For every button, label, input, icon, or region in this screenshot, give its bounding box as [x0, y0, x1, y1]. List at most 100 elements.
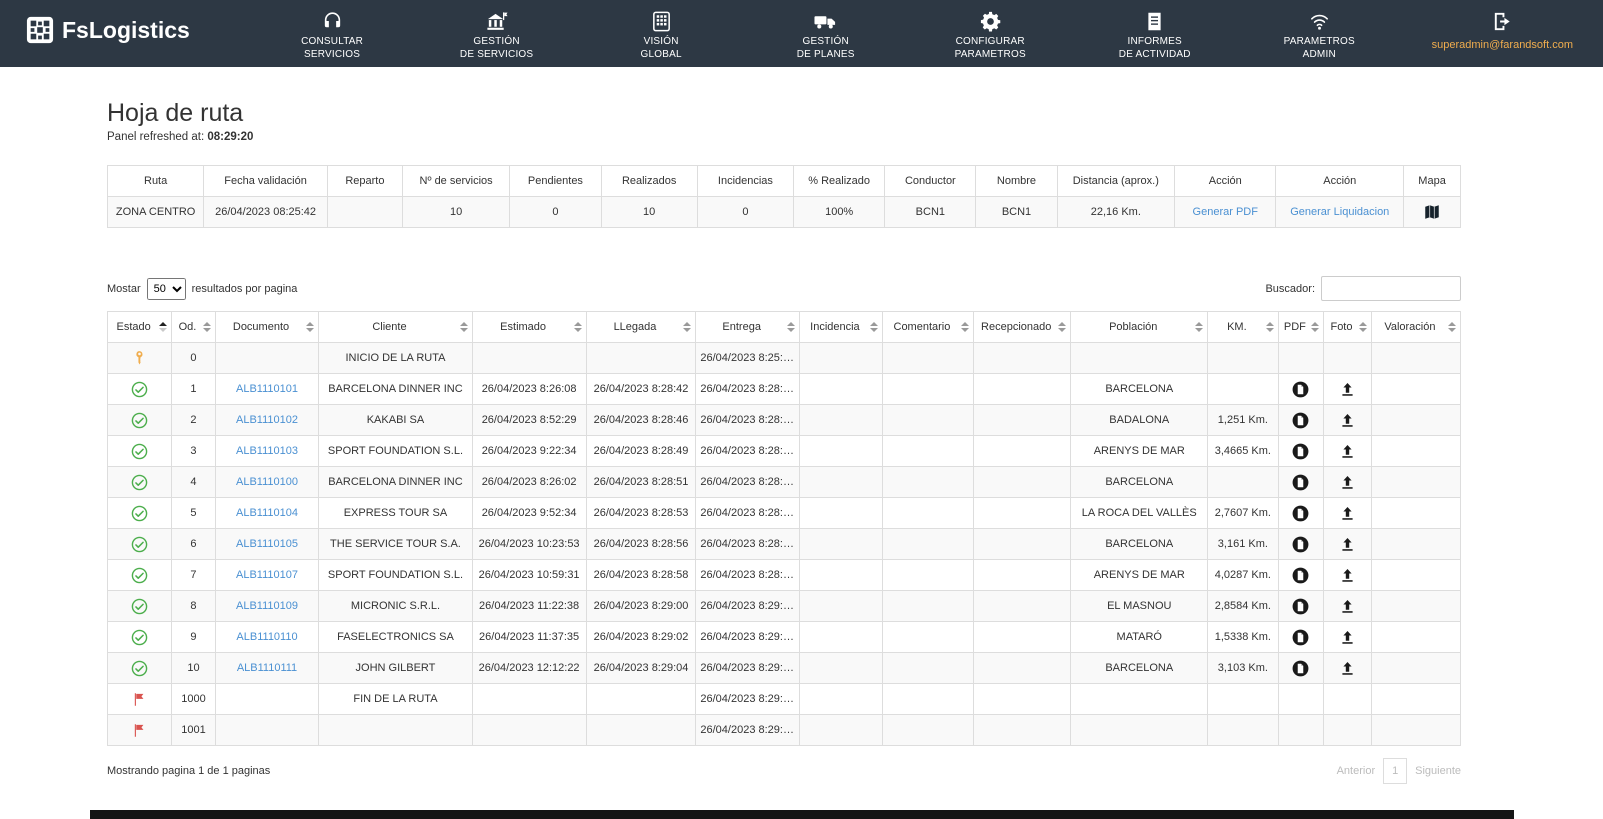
- documento-link[interactable]: ALB1110110: [236, 631, 298, 643]
- nav-item-informes-de-actividad[interactable]: INFORMES DE ACTIVIDAD: [1109, 8, 1201, 61]
- page-size-select[interactable]: 50: [146, 277, 186, 300]
- pdf-icon[interactable]: [1291, 380, 1310, 399]
- summary-header-conductor-8: Conductor: [884, 165, 977, 197]
- cell-comentario: [881, 497, 975, 529]
- documento-link[interactable]: ALB1110111: [236, 662, 298, 674]
- cell-cliente: EXPRESS TOUR SA: [318, 497, 473, 529]
- route-row-5: 5 ALB1110104 EXPRESS TOUR SA 26/04/2023 9:5…: [106, 497, 1462, 529]
- nav-item-vision-global[interactable]: VISIÓN GLOBAL: [615, 8, 707, 61]
- pdf-icon[interactable]: [1291, 597, 1310, 616]
- summary-header-reparto-2: Reparto: [326, 165, 403, 197]
- pdf-icon[interactable]: [1291, 411, 1310, 430]
- summary-cell-ruta: ZONA CENTRO: [106, 196, 205, 228]
- pdf-icon[interactable]: [1291, 504, 1310, 523]
- cell-estimado: 26/04/2023 8:52:29: [471, 404, 587, 436]
- cell-valoracion: [1370, 435, 1462, 467]
- column-header-cliente[interactable]: Cliente: [318, 311, 473, 343]
- cell-valoracion: [1370, 342, 1462, 374]
- sort-caret-icon: [1311, 322, 1320, 332]
- route-row-8: 8 ALB1110109 MICRONIC S.R.L. 26/04/2023 11:…: [106, 590, 1462, 622]
- generar-liquidacion-link[interactable]: Generar Liquidacion: [1290, 206, 1390, 218]
- documento-link[interactable]: ALB1110101: [236, 383, 298, 395]
- route-row-6: 6 ALB1110105 THE SERVICE TOUR S.A. 26/04/20…: [106, 528, 1462, 560]
- upload-icon[interactable]: [1339, 660, 1356, 677]
- pagination-next[interactable]: Siguiente: [1415, 765, 1461, 777]
- cell-cliente: FIN DE LA RUTA: [318, 683, 473, 715]
- nav-item-consultar-servicios[interactable]: CONSULTAR SERVICIOS: [286, 8, 378, 61]
- pdf-icon[interactable]: [1291, 535, 1310, 554]
- cell-pdf: [1277, 652, 1325, 684]
- pdf-icon[interactable]: [1291, 566, 1310, 585]
- cell-cliente: THE SERVICE TOUR S.A.: [318, 528, 473, 560]
- cell-llegada: 26/04/2023 8:28:42: [585, 373, 697, 405]
- column-header-foto[interactable]: Foto: [1323, 311, 1372, 343]
- cell-valoracion: [1370, 497, 1462, 529]
- pdf-icon[interactable]: [1291, 473, 1310, 492]
- sort-caret-icon: [683, 322, 692, 332]
- logout-icon[interactable]: [1491, 10, 1514, 33]
- documento-link[interactable]: ALB1110100: [236, 476, 298, 488]
- documento-link[interactable]: ALB1110104: [236, 507, 298, 519]
- page-title: Hoja de ruta: [107, 99, 244, 127]
- upload-icon[interactable]: [1339, 598, 1356, 615]
- column-header-incidencia[interactable]: Incidencia: [798, 311, 883, 343]
- upload-icon[interactable]: [1339, 474, 1356, 491]
- upload-icon[interactable]: [1339, 381, 1356, 398]
- column-header-recepcionado[interactable]: Recepcionado: [973, 311, 1072, 343]
- column-header-entrega[interactable]: Entrega: [695, 311, 800, 343]
- pdf-icon[interactable]: [1291, 659, 1310, 678]
- user-email[interactable]: superadmin@farandsoft.com: [1431, 39, 1573, 51]
- pagination-prev[interactable]: Anterior: [1336, 765, 1376, 777]
- nav-item-parametros-admin[interactable]: PARAMETROS ADMIN: [1273, 8, 1365, 61]
- documento-link[interactable]: ALB1110107: [236, 569, 298, 581]
- column-header-valoracion[interactable]: Valoración: [1370, 311, 1462, 343]
- cell-estimado: [471, 714, 587, 746]
- upload-icon[interactable]: [1339, 629, 1356, 646]
- upload-icon[interactable]: [1339, 567, 1356, 584]
- cell-foto: [1323, 714, 1372, 746]
- map-icon[interactable]: [1423, 203, 1441, 221]
- column-header-poblacion[interactable]: Población: [1070, 311, 1209, 343]
- generar-pdf-link[interactable]: Generar PDF: [1192, 206, 1258, 218]
- nav-item-configurar-parametros[interactable]: CONFIGURAR PARAMETROS: [944, 8, 1036, 61]
- cell-estado: [106, 714, 173, 746]
- cell-comentario: [881, 342, 975, 374]
- cell-pdf: [1277, 528, 1325, 560]
- documento-link[interactable]: ALB1110109: [236, 600, 298, 612]
- column-header-comentario[interactable]: Comentario: [881, 311, 975, 343]
- cell-comentario: [881, 373, 975, 405]
- pdf-icon[interactable]: [1291, 628, 1310, 647]
- cell-documento: ALB1110101: [214, 373, 320, 405]
- documento-link[interactable]: ALB1110105: [236, 538, 298, 550]
- column-header-documento[interactable]: Documento: [214, 311, 320, 343]
- cell-km: 4,0287 Km.: [1207, 559, 1279, 591]
- column-header-od[interactable]: Od.: [171, 311, 216, 343]
- column-header-llegada[interactable]: LLegada: [585, 311, 697, 343]
- column-header-km[interactable]: KM.: [1207, 311, 1279, 343]
- cell-documento: ALB1110102: [214, 404, 320, 436]
- cell-llegada: 26/04/2023 8:29:04: [585, 652, 697, 684]
- column-header-estado[interactable]: Estado: [106, 311, 173, 343]
- pdf-icon[interactable]: [1291, 442, 1310, 461]
- cell-estimado: 26/04/2023 10:23:53: [471, 528, 587, 560]
- column-header-estimado[interactable]: Estimado: [471, 311, 587, 343]
- column-label: Documento: [232, 321, 290, 333]
- brand-logo[interactable]: FsLogistics: [26, 16, 190, 44]
- documento-link[interactable]: ALB1110103: [236, 445, 298, 457]
- search-input[interactable]: [1321, 276, 1461, 301]
- brand-name: FsLogistics: [62, 16, 190, 43]
- summary-data-row: ZONA CENTRO 26/04/2023 08:25:42 10 0 10 0 100%…: [106, 196, 1461, 228]
- nav-item-gestion-de-planes[interactable]: GESTIÓN DE PLANES: [780, 8, 872, 61]
- documento-link[interactable]: ALB1110102: [236, 414, 298, 426]
- column-header-pdf[interactable]: PDF: [1277, 311, 1325, 343]
- pagination-page-1[interactable]: 1: [1383, 758, 1408, 784]
- upload-icon[interactable]: [1339, 536, 1356, 553]
- check-icon: [131, 598, 148, 615]
- upload-icon[interactable]: [1339, 412, 1356, 429]
- nav-item-gestion-de-servicios[interactable]: GESTIÓN DE SERVICIOS: [451, 8, 543, 61]
- upload-icon[interactable]: [1339, 443, 1356, 460]
- sort-caret-icon: [1358, 322, 1367, 332]
- upload-icon[interactable]: [1339, 505, 1356, 522]
- cell-estado: [106, 373, 173, 405]
- cell-recepcionado: [973, 435, 1072, 467]
